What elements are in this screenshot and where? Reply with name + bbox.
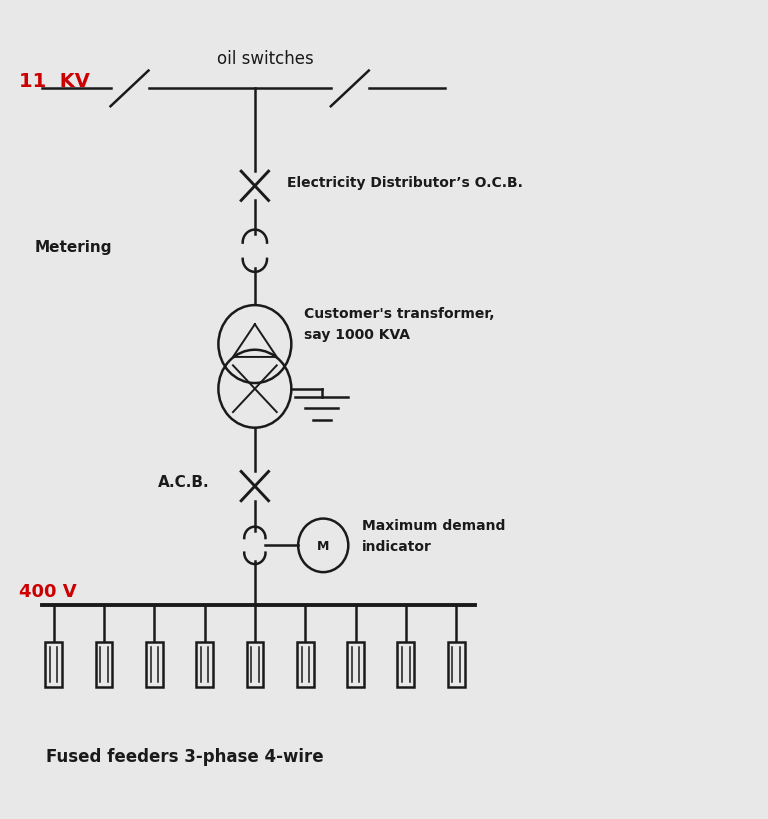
Bar [448, 642, 465, 687]
Bar [247, 642, 263, 687]
Bar [95, 642, 112, 687]
Text: oil switches: oil switches [217, 49, 313, 67]
Text: 400 V: 400 V [19, 582, 77, 600]
Text: Fused feeders 3-phase 4-wire: Fused feeders 3-phase 4-wire [46, 747, 323, 765]
Bar [196, 642, 213, 687]
Text: Electricity Distributor’s O.C.B.: Electricity Distributor’s O.C.B. [286, 175, 523, 189]
Text: M: M [317, 539, 329, 552]
Bar [296, 642, 313, 687]
Bar [45, 642, 62, 687]
Text: Customer's transformer,
say 1000 KVA: Customer's transformer, say 1000 KVA [304, 307, 495, 342]
Bar [146, 642, 163, 687]
Text: A.C.B.: A.C.B. [157, 474, 209, 489]
Bar [398, 642, 414, 687]
Text: Metering: Metering [35, 240, 112, 255]
Text: Maximum demand
indicator: Maximum demand indicator [362, 518, 505, 554]
Bar [347, 642, 364, 687]
Text: 11  KV: 11 KV [19, 72, 90, 91]
